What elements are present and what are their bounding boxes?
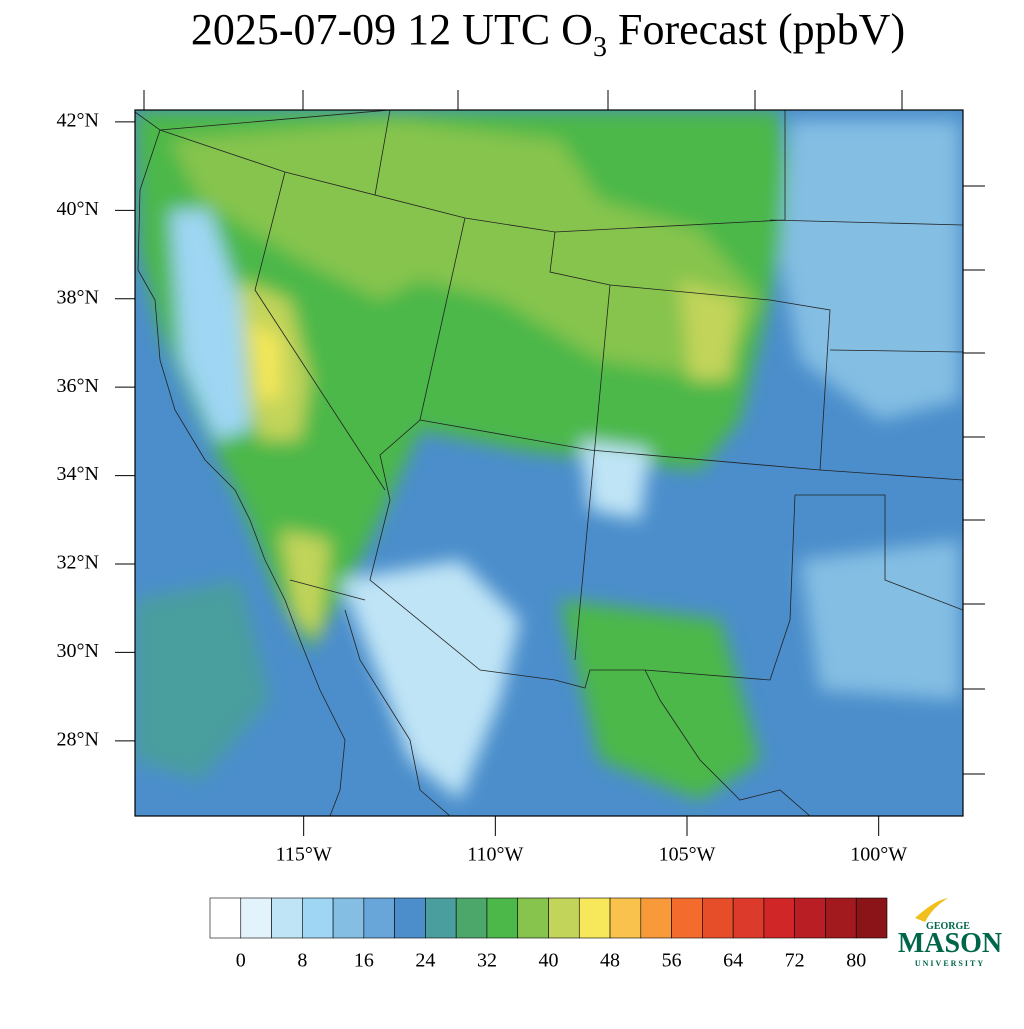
colorbar-label: 16	[354, 950, 374, 972]
colorbar-label: 8	[297, 950, 307, 972]
colorbar-label: 24	[415, 950, 435, 972]
y-tick-label: 32°N	[57, 552, 99, 574]
x-tick-label: 100°W	[850, 844, 907, 866]
y-tick-label: 36°N	[57, 375, 99, 397]
colorbar-label: 64	[723, 950, 743, 972]
colorbar-box	[548, 897, 580, 939]
colorbar-box	[332, 897, 365, 939]
y-tick-label: 34°N	[57, 463, 99, 485]
colorbar-label: 48	[600, 950, 620, 972]
colorbar-box	[363, 897, 395, 939]
colorbar-box	[702, 897, 734, 939]
colorbar-box	[240, 897, 272, 939]
logo-text: GEORGE	[926, 921, 970, 932]
y-tick-label: 30°N	[57, 640, 99, 662]
x-tick-label: 115°W	[276, 844, 332, 866]
colorbar-box	[609, 897, 642, 939]
colorbar-box	[794, 897, 826, 939]
colorbar-box	[394, 897, 426, 939]
logo-text: MASON	[898, 928, 1002, 959]
colorbar-box	[486, 897, 519, 939]
colorbar-label: 80	[846, 950, 866, 972]
colorbar-label: 0	[236, 950, 246, 972]
title-subscript: 3	[593, 32, 607, 63]
map-frame	[134, 109, 964, 817]
y-tick-label: 42°N	[57, 110, 99, 132]
y-tick-label: 40°N	[57, 198, 99, 220]
colorbar-box	[271, 897, 303, 939]
colorbar-box	[578, 897, 611, 939]
colorbar-box	[732, 897, 765, 939]
colorbar-box	[302, 897, 334, 939]
y-tick-label: 28°N	[57, 728, 99, 750]
colorbar-box	[825, 897, 857, 939]
title-text: 2025-07-09 12 UTC O	[191, 5, 593, 54]
x-tick-label: 105°W	[659, 844, 716, 866]
logo: GEORGE MASON UNIVERSITY	[898, 898, 1002, 968]
title-text: Forecast (ppbV)	[607, 5, 905, 54]
title: 2025-07-09 12 UTC O3 Forecast (ppbV)	[191, 5, 905, 63]
logo-text: UNIVERSITY	[915, 959, 985, 968]
y-tick-label: 38°N	[57, 286, 99, 308]
colorbar-box	[763, 897, 795, 939]
colorbar-box	[209, 897, 242, 939]
colorbar-box	[455, 897, 488, 939]
colorbar-box	[517, 897, 549, 939]
colorbar-label: 32	[477, 950, 497, 972]
colorbar-box	[671, 897, 703, 939]
map-field	[135, 110, 963, 816]
colorbar-box	[640, 897, 672, 939]
x-tick-label: 110°W	[467, 844, 523, 866]
colorbar-label: 40	[539, 950, 559, 972]
colorbar-label: 56	[662, 950, 682, 972]
colorbar-label: 72	[785, 950, 805, 972]
frame-ticks	[143, 90, 985, 775]
colorbar-box	[855, 897, 888, 939]
colorbar-box	[425, 897, 457, 939]
